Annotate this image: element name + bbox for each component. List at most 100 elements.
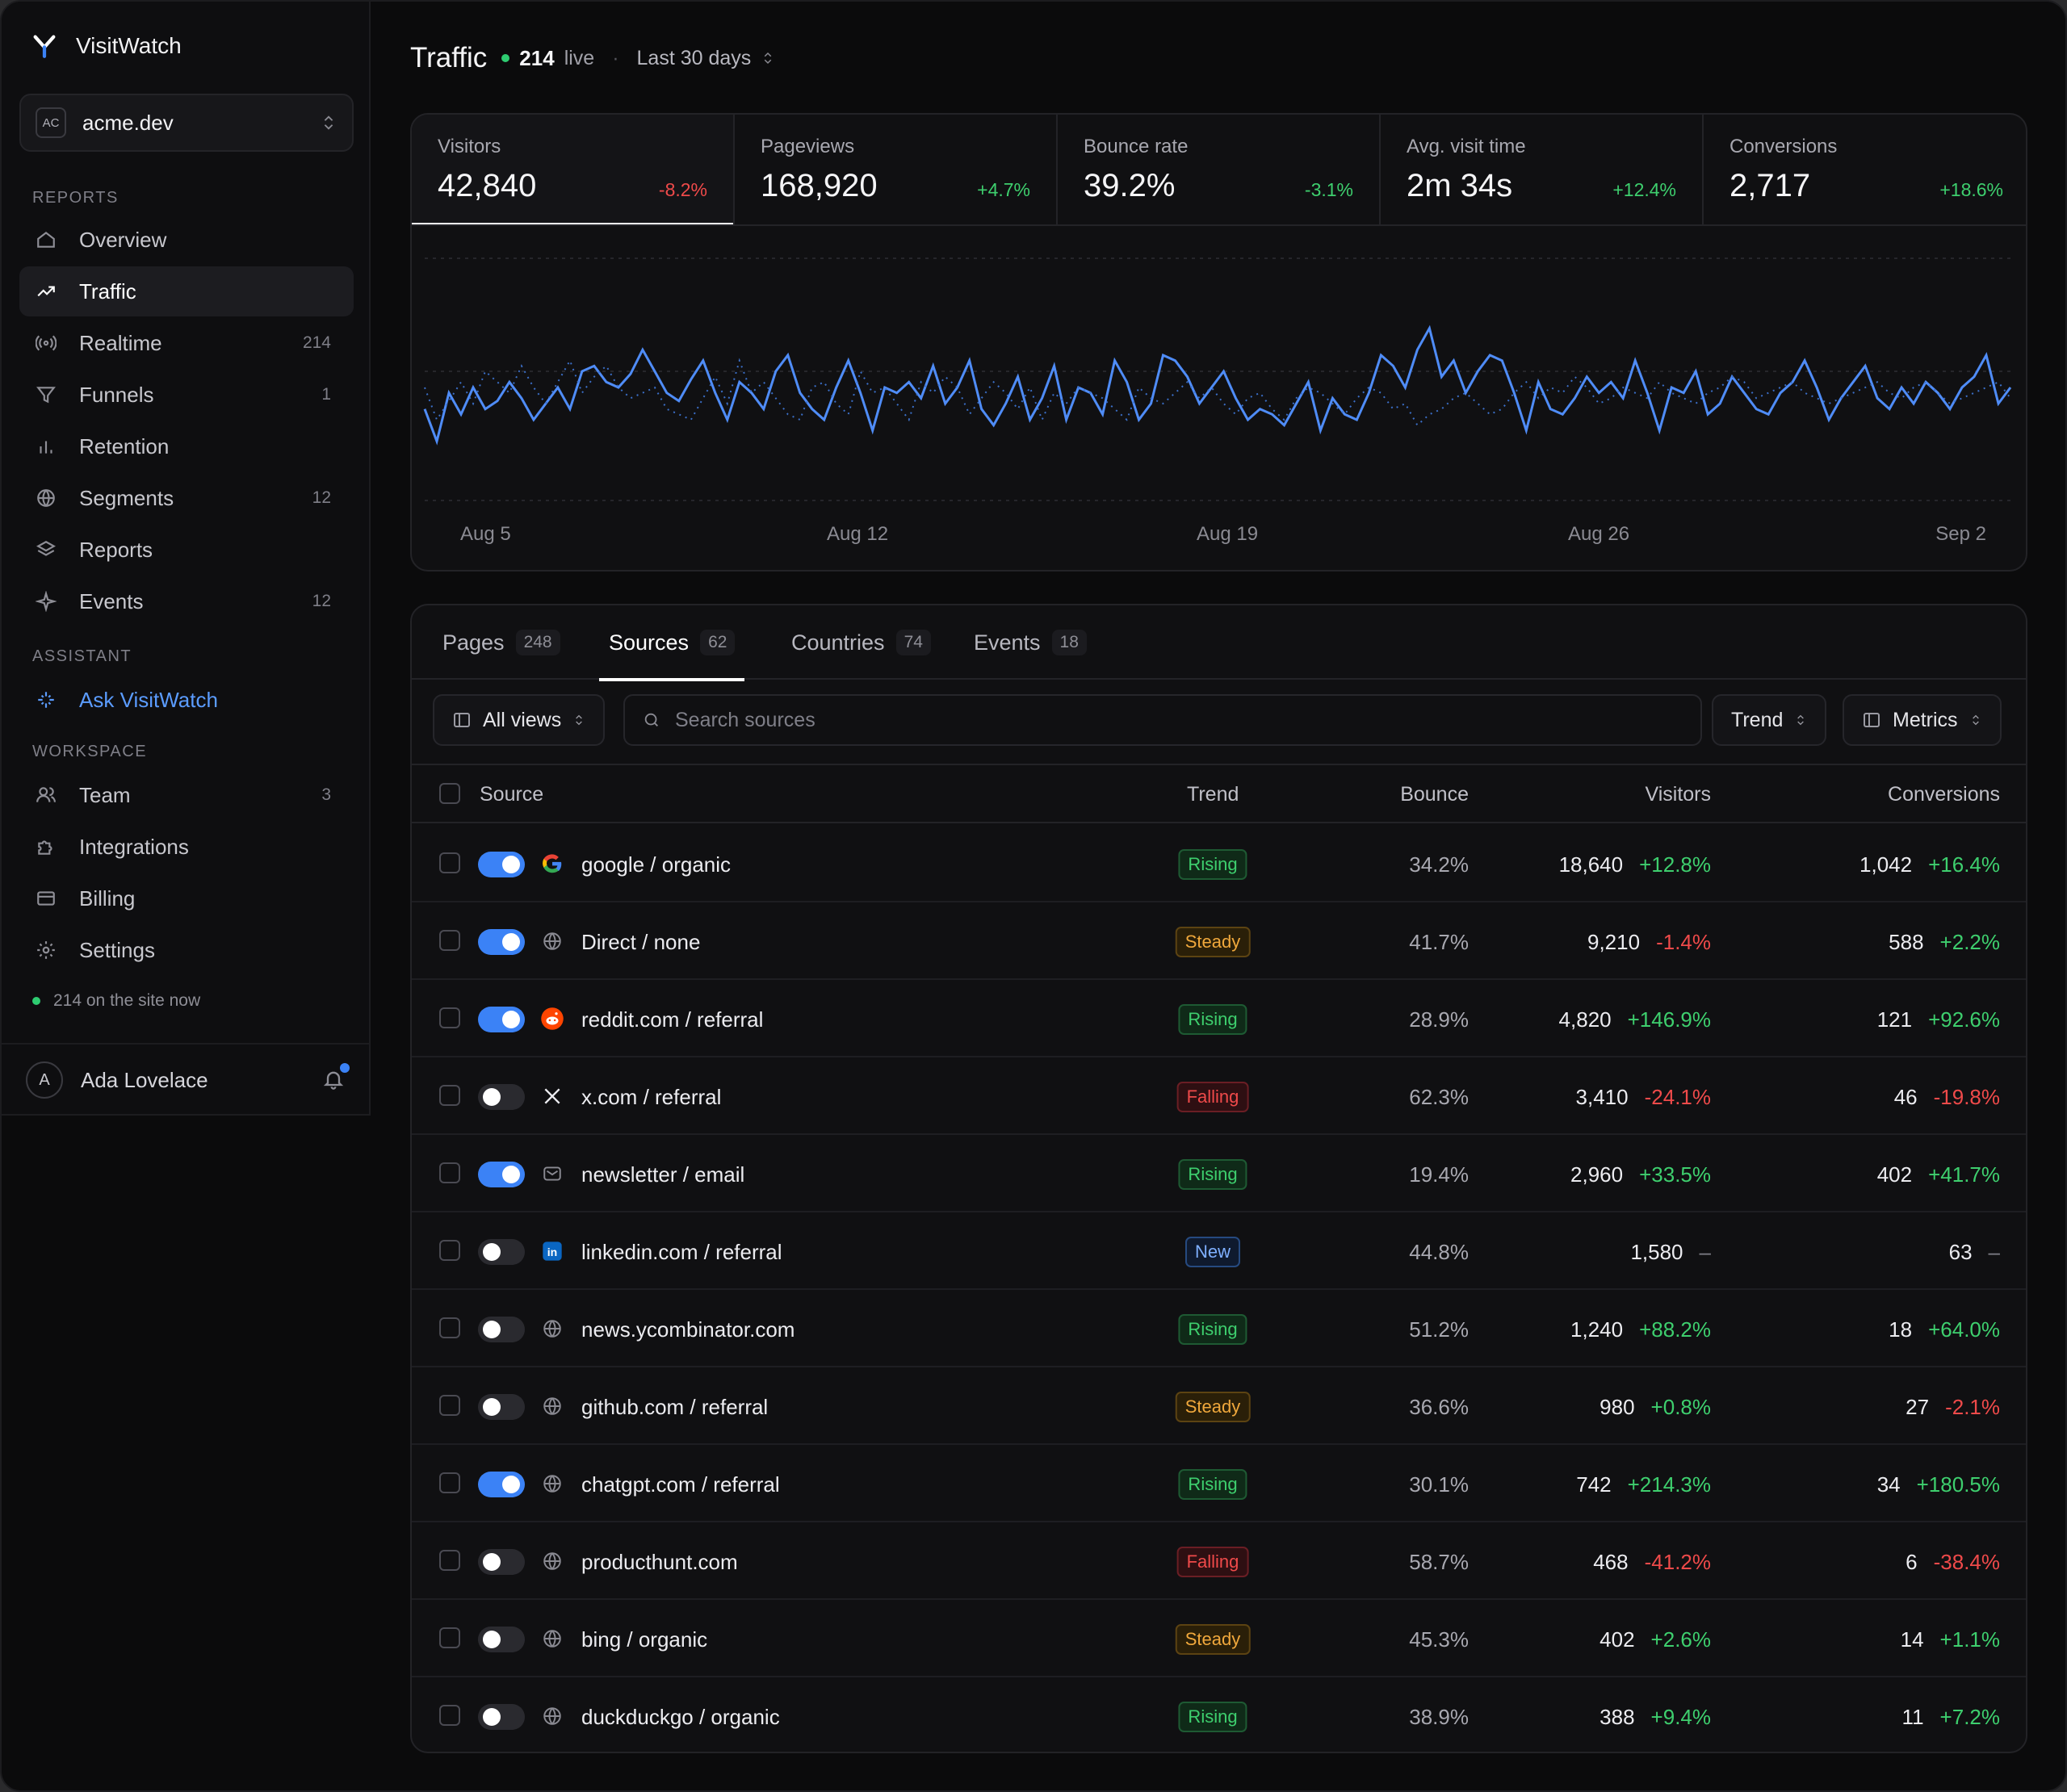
metrics-dropdown[interactable]: Metrics [1843, 694, 2002, 746]
sidebar-item-reports[interactable]: Reports [19, 525, 354, 575]
sidebar-item-billing[interactable]: Billing [19, 873, 354, 923]
source-name[interactable]: github.com / referral [581, 1395, 769, 1419]
row-checkbox[interactable] [439, 1550, 460, 1571]
notifications-button[interactable] [322, 1063, 350, 1092]
row-checkbox[interactable] [439, 852, 460, 873]
source-toggle[interactable] [478, 1239, 525, 1265]
table-row[interactable]: reddit.com / referral Rising 28.9% 4,820 +14… [412, 980, 2026, 1057]
source-name[interactable]: google / organic [581, 852, 732, 877]
tab-label: Countries [791, 630, 885, 655]
row-checkbox[interactable] [439, 1085, 460, 1106]
brand[interactable]: VisitWatch [31, 32, 182, 60]
column-header-source[interactable]: Source [480, 783, 544, 806]
source-toggle[interactable] [478, 852, 525, 877]
table-row[interactable]: newsletter / email Rising 19.4% 2,960 +33.5%… [412, 1135, 2026, 1212]
toggle-knob [483, 1321, 501, 1338]
source-toggle[interactable] [478, 1394, 525, 1420]
stat-tile-avg-visit-time[interactable]: Avg. visit time 2m 34s +12.4% [1381, 115, 1704, 226]
search-input[interactable] [675, 708, 1683, 732]
visitors-cell: 468 -41.2% [1593, 1550, 1711, 1575]
series-line-previous [424, 358, 2011, 427]
table-row[interactable]: producthunt.com Falling 58.7% 468 -41.2% 6 -38… [412, 1522, 2026, 1600]
source-toggle[interactable] [478, 929, 525, 955]
source-name[interactable]: Direct / none [581, 930, 701, 954]
source-name[interactable]: chatgpt.com / referral [581, 1472, 780, 1497]
row-checkbox[interactable] [439, 1162, 460, 1183]
stat-tile-conversions[interactable]: Conversions 2,717 +18.6% [1704, 115, 2026, 226]
user-menu[interactable]: A Ada Lovelace [2, 1043, 371, 1116]
row-checkbox[interactable] [439, 1627, 460, 1648]
sidebar-item-ask-visitwatch[interactable]: Ask VisitWatch [19, 675, 354, 725]
column-header-visitors[interactable]: Visitors [1645, 783, 1711, 806]
x-tick-label: Aug 5 [460, 523, 511, 545]
sidebar-item-overview[interactable]: Overview [19, 215, 354, 265]
bounce-value: 51.2% [1409, 1317, 1469, 1342]
visitors-cell: 980 +0.8% [1600, 1395, 1711, 1420]
table-row[interactable]: github.com / referral Steady 36.6% 980 +0.8%… [412, 1367, 2026, 1445]
table-row[interactable]: google / organic Rising 34.2% 18,640 +12.8% 1… [412, 825, 2026, 902]
tab-countries[interactable]: Countries 74 [782, 605, 941, 680]
source-name[interactable]: bing / organic [581, 1627, 708, 1652]
table-row[interactable]: duckduckgo / organic Rising 38.9% 388 +9.4% 1… [412, 1677, 2026, 1752]
row-checkbox[interactable] [439, 1007, 460, 1028]
source-toggle[interactable] [478, 1317, 525, 1342]
row-checkbox[interactable] [439, 1317, 460, 1338]
source-name[interactable]: news.ycombinator.com [581, 1317, 795, 1342]
tab-sources[interactable]: Sources 62 [599, 605, 745, 681]
conversions-cell: 11 +7.2% [1902, 1705, 2000, 1730]
stat-tile-visitors[interactable]: Visitors 42,840 -8.2% [412, 115, 735, 226]
table-row[interactable]: in linkedin.com / referral New 44.8% 1,580–6… [412, 1212, 2026, 1290]
source-toggle[interactable] [478, 1704, 525, 1730]
tab-events[interactable]: Events 18 [964, 605, 1096, 680]
trend-dropdown[interactable]: Trend [1712, 694, 1827, 746]
source-name[interactable]: newsletter / email [581, 1162, 745, 1187]
source-name[interactable]: producthunt.com [581, 1550, 738, 1574]
toggle-knob [483, 1088, 501, 1106]
sidebar-item-realtime[interactable]: Realtime 214 [19, 318, 354, 368]
source-name[interactable]: x.com / referral [581, 1085, 722, 1109]
sidebar-item-segments[interactable]: Segments 12 [19, 473, 354, 523]
table-row[interactable]: Direct / none Steady 41.7% 9,210 -1.4% 588 +2.… [412, 902, 2026, 980]
sidebar-item-funnels[interactable]: Funnels 1 [19, 370, 354, 420]
row-checkbox[interactable] [439, 1705, 460, 1726]
conversions-cell: 121 +92.6% [1877, 1007, 2000, 1032]
column-header-trend[interactable]: Trend [1187, 783, 1239, 806]
tab-pages[interactable]: Pages 248 [433, 605, 570, 680]
table-row[interactable]: chatgpt.com / referral Rising 30.1% 742 +214… [412, 1445, 2026, 1522]
table-row[interactable]: bing / organic Steady 45.3% 402 +2.6% 14 +1.1% [412, 1600, 2026, 1677]
row-checkbox[interactable] [439, 1240, 460, 1261]
source-name[interactable]: linkedin.com / referral [581, 1240, 782, 1264]
sidebar-item-integrations[interactable]: Integrations [19, 822, 354, 872]
stat-tile-bounce-rate[interactable]: Bounce rate 39.2% -3.1% [1058, 115, 1381, 226]
sidebar-item-team[interactable]: Team 3 [19, 770, 354, 820]
row-checkbox[interactable] [439, 1472, 460, 1493]
select-all-checkbox[interactable] [439, 783, 460, 804]
bounce-value: 28.9% [1409, 1007, 1469, 1032]
source-toggle[interactable] [478, 1472, 525, 1497]
source-name[interactable]: duckduckgo / organic [581, 1705, 780, 1729]
workspace-switcher[interactable]: AC acme.dev [19, 94, 354, 152]
views-dropdown[interactable]: All views [433, 694, 606, 746]
source-toggle[interactable] [478, 1627, 525, 1652]
sidebar-item-events[interactable]: Events 12 [19, 576, 354, 626]
views-label: All views [483, 708, 562, 731]
table-row[interactable]: news.ycombinator.com Rising 51.2% 1,240 +88.… [412, 1290, 2026, 1367]
row-checkbox[interactable] [439, 1395, 460, 1416]
sidebar-item-settings[interactable]: Settings [19, 925, 354, 975]
trend-badge: Falling [1176, 1082, 1249, 1112]
source-toggle[interactable] [478, 1007, 525, 1032]
column-header-conversions[interactable]: Conversions [1888, 783, 2000, 806]
stat-delta: -8.2% [658, 179, 707, 200]
table-row[interactable]: x.com / referral Falling 62.3% 3,410 -24.1% 4… [412, 1057, 2026, 1135]
stat-tile-pageviews[interactable]: Pageviews 168,920 +4.7% [735, 115, 1058, 226]
sidebar-item-traffic[interactable]: Traffic [19, 266, 354, 316]
visitors-delta: – [1699, 1240, 1711, 1264]
source-toggle[interactable] [478, 1162, 525, 1187]
row-checkbox[interactable] [439, 930, 460, 951]
source-name[interactable]: reddit.com / referral [581, 1007, 764, 1032]
source-toggle[interactable] [478, 1549, 525, 1575]
source-toggle[interactable] [478, 1084, 525, 1110]
date-range-select[interactable]: Last 30 days [636, 46, 752, 69]
sidebar-item-retention[interactable]: Retention [19, 421, 354, 471]
column-header-bounce[interactable]: Bounce [1400, 783, 1469, 806]
